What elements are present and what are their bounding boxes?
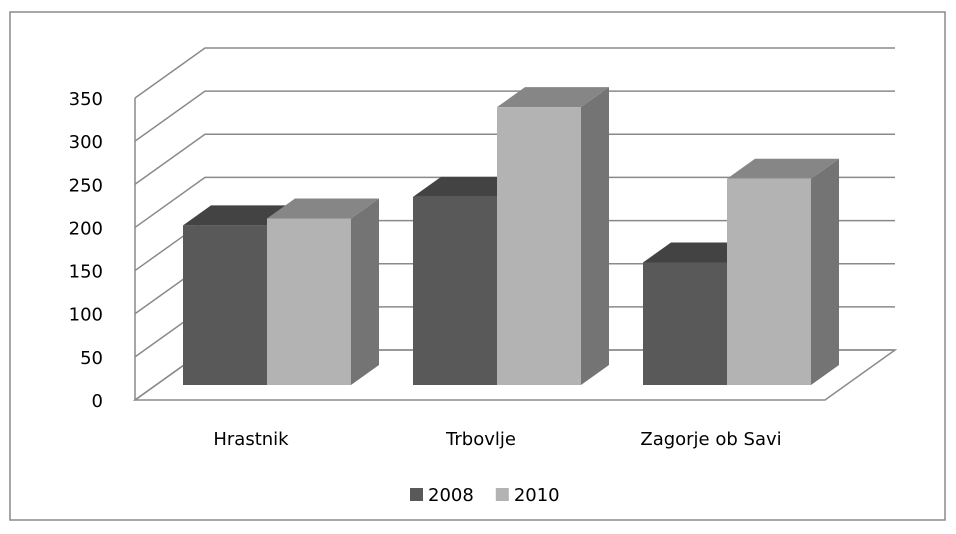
legend-label: 2010 (514, 485, 560, 506)
bar-side (351, 198, 379, 385)
bar-front (643, 262, 727, 385)
grid-line (134, 47, 895, 99)
y-tick-label: 100 (69, 305, 103, 326)
y-tick-label: 350 (69, 89, 103, 110)
bar-front (183, 225, 267, 385)
legend-swatch (495, 488, 509, 501)
bar-top (267, 198, 379, 219)
y-tick-label: 300 (69, 132, 103, 153)
grid-line (134, 90, 895, 142)
x-tick-label: Trbovlje (445, 429, 516, 450)
grid-line (134, 133, 895, 185)
legend-label: 2008 (428, 485, 474, 506)
bar-side (811, 158, 839, 385)
y-tick-label: 0 (92, 391, 103, 412)
bar-front (497, 107, 581, 385)
bar-top (727, 158, 839, 179)
bar (267, 198, 379, 385)
y-tick-label: 200 (69, 218, 103, 239)
grid-line (134, 176, 895, 229)
legend-swatch (410, 488, 423, 501)
x-tick-label: Zagorje ob Savi (640, 429, 781, 450)
y-tick-label: 50 (80, 348, 103, 369)
bar (727, 158, 839, 385)
y-tick-label: 150 (69, 262, 103, 283)
bar-front (727, 178, 811, 385)
bar-side (581, 87, 609, 385)
bar-front (413, 196, 497, 385)
bar-front (267, 218, 351, 385)
bar (497, 87, 609, 385)
y-tick-label: 250 (69, 175, 103, 196)
x-tick-label: Hrastnik (213, 429, 289, 450)
bar-top (497, 87, 609, 108)
